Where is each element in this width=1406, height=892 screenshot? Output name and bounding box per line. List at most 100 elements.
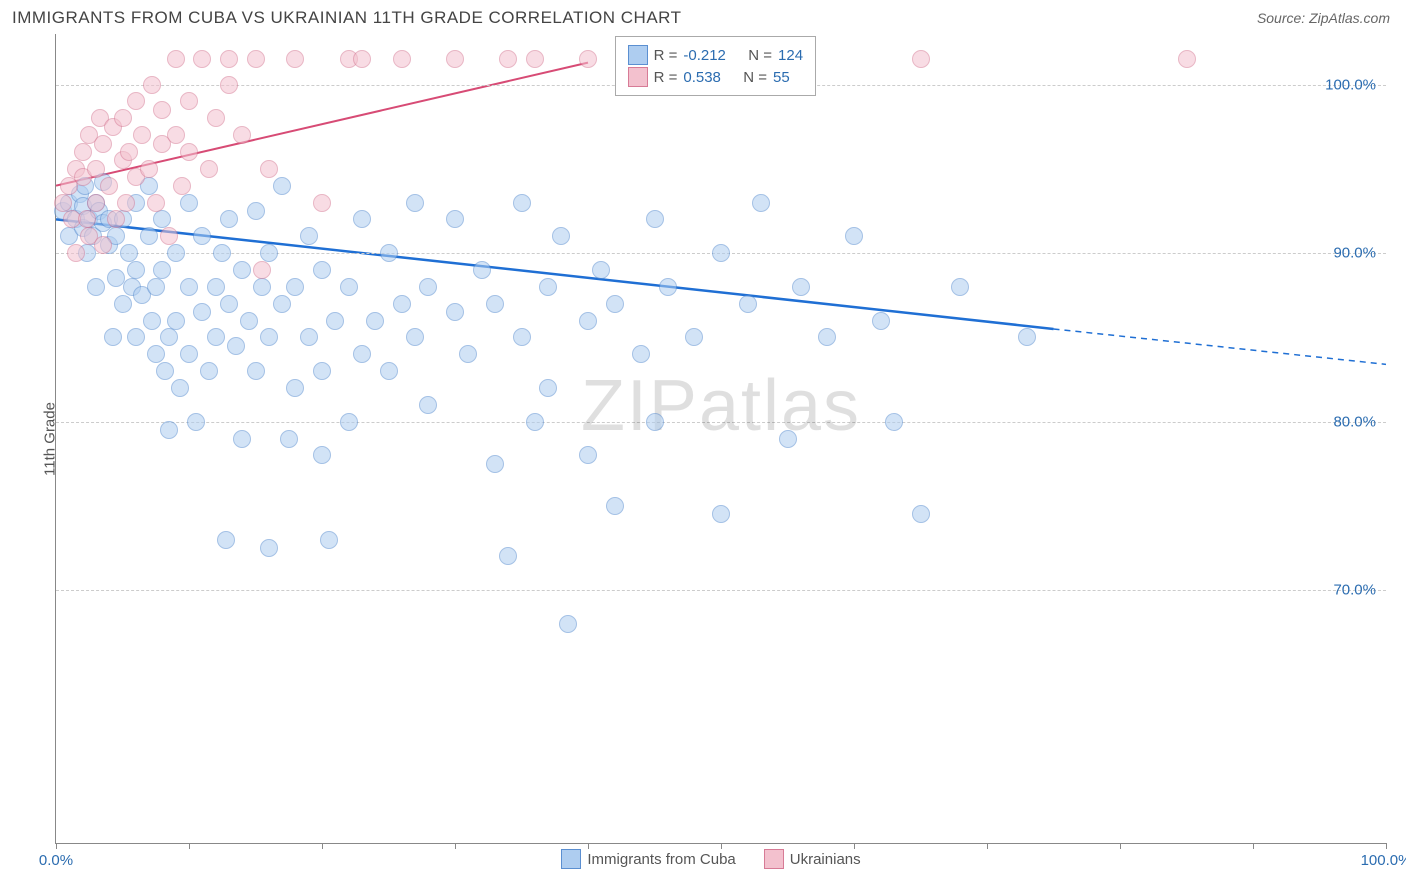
legend-swatch — [628, 45, 648, 65]
x-tick — [56, 843, 57, 849]
data-point — [233, 430, 251, 448]
data-point — [117, 194, 135, 212]
data-point — [180, 194, 198, 212]
data-point — [120, 143, 138, 161]
data-point — [167, 244, 185, 262]
data-point — [592, 261, 610, 279]
data-point — [486, 295, 504, 313]
data-point — [419, 278, 437, 296]
data-point — [752, 194, 770, 212]
watermark: ZIPatlas — [581, 365, 861, 447]
legend-label: Ukrainians — [790, 851, 861, 868]
stat-r-label: R = — [654, 69, 678, 86]
data-point — [227, 337, 245, 355]
data-point — [167, 50, 185, 68]
x-tick-label: 100.0% — [1361, 852, 1406, 869]
y-tick-label: 80.0% — [1333, 413, 1376, 430]
data-point — [260, 160, 278, 178]
data-point — [286, 278, 304, 296]
data-point — [54, 194, 72, 212]
data-point — [143, 312, 161, 330]
data-point — [845, 227, 863, 245]
data-point — [526, 50, 544, 68]
data-point — [160, 421, 178, 439]
data-point — [207, 109, 225, 127]
data-point — [100, 177, 118, 195]
data-point — [818, 328, 836, 346]
data-point — [513, 194, 531, 212]
stat-n-label: N = — [735, 69, 767, 86]
data-point — [107, 210, 125, 228]
data-point — [140, 160, 158, 178]
data-point — [247, 362, 265, 380]
data-point — [313, 362, 331, 380]
x-tick — [455, 843, 456, 849]
data-point — [160, 328, 178, 346]
data-point — [217, 531, 235, 549]
data-point — [156, 362, 174, 380]
data-point — [739, 295, 757, 313]
data-point — [167, 126, 185, 144]
data-point — [104, 328, 122, 346]
data-point — [300, 328, 318, 346]
x-tick — [1386, 843, 1387, 849]
data-point — [280, 430, 298, 448]
stat-n-value: 55 — [773, 69, 790, 86]
data-point — [147, 194, 165, 212]
stat-r-label: R = — [654, 47, 678, 64]
gridline — [56, 422, 1386, 423]
data-point — [646, 210, 664, 228]
data-point — [220, 50, 238, 68]
stat-r-value: 0.538 — [683, 69, 721, 86]
data-point — [143, 76, 161, 94]
data-point — [286, 50, 304, 68]
data-point — [646, 413, 664, 431]
data-point — [180, 143, 198, 161]
data-point — [78, 210, 96, 228]
data-point — [200, 160, 218, 178]
data-point — [446, 50, 464, 68]
data-point — [127, 92, 145, 110]
data-point — [87, 160, 105, 178]
data-point — [180, 345, 198, 363]
data-point — [539, 379, 557, 397]
data-point — [273, 177, 291, 195]
x-tick — [987, 843, 988, 849]
data-point — [193, 227, 211, 245]
data-point — [233, 261, 251, 279]
data-point — [340, 413, 358, 431]
data-point — [207, 328, 225, 346]
data-point — [446, 303, 464, 321]
data-point — [712, 505, 730, 523]
data-point — [872, 312, 890, 330]
data-point — [114, 109, 132, 127]
data-point — [366, 312, 384, 330]
gridline — [56, 590, 1386, 591]
plot-region: 70.0%80.0%90.0%100.0%0.0%100.0%ZIPatlasR… — [55, 34, 1386, 844]
data-point — [579, 312, 597, 330]
legend-swatch — [561, 849, 581, 869]
data-point — [313, 446, 331, 464]
x-tick — [189, 843, 190, 849]
data-point — [499, 547, 517, 565]
chart-area: 11th Grade 70.0%80.0%90.0%100.0%0.0%100.… — [55, 34, 1386, 844]
data-point — [606, 497, 624, 515]
data-point — [207, 278, 225, 296]
data-point — [446, 210, 464, 228]
data-point — [406, 194, 424, 212]
data-point — [147, 278, 165, 296]
data-point — [260, 244, 278, 262]
data-point — [912, 505, 930, 523]
data-point — [260, 328, 278, 346]
stat-n-value: 124 — [778, 47, 803, 64]
data-point — [200, 362, 218, 380]
y-tick-label: 70.0% — [1333, 582, 1376, 599]
data-point — [167, 312, 185, 330]
data-point — [313, 261, 331, 279]
data-point — [253, 261, 271, 279]
data-point — [94, 236, 112, 254]
data-point — [459, 345, 477, 363]
data-point — [393, 295, 411, 313]
data-point — [313, 194, 331, 212]
data-point — [133, 126, 151, 144]
